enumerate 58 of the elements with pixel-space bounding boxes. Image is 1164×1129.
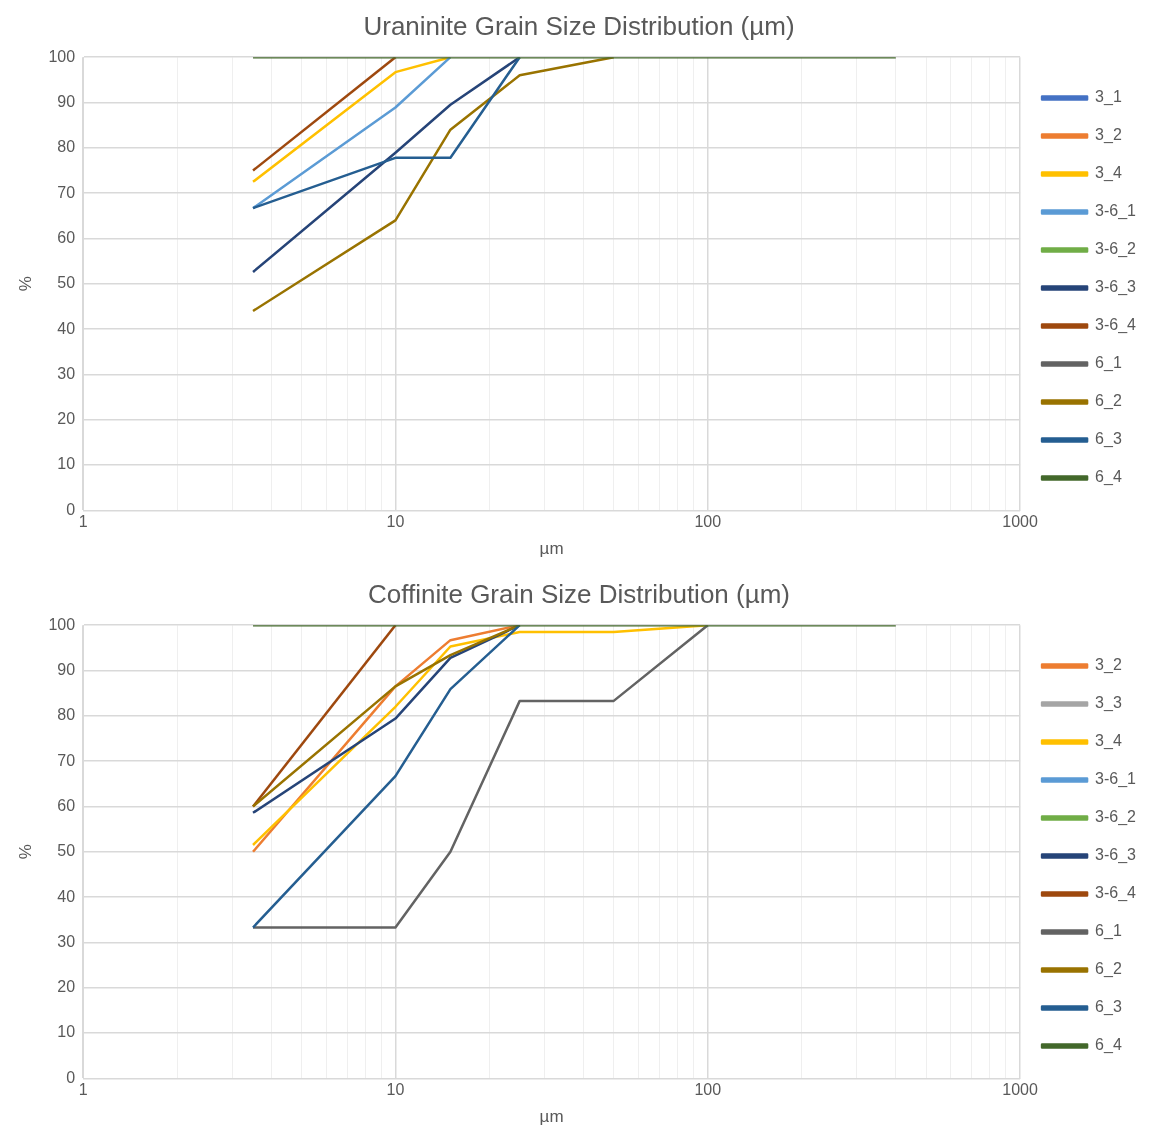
- y-tick-label: 0: [66, 1068, 76, 1086]
- legend-label: 3_2: [1095, 656, 1122, 675]
- y-tick-label: 90: [57, 92, 76, 110]
- chart-title: Uraninite Grain Size Distribution (µm): [363, 10, 795, 41]
- x-tick-label: 1000: [1002, 1081, 1038, 1099]
- legend-label: 3_1: [1095, 88, 1122, 107]
- y-tick-label: 90: [57, 660, 76, 678]
- legend-label: 6_1: [1095, 922, 1122, 941]
- y-tick-label: 80: [57, 138, 76, 156]
- y-tick-label: 60: [57, 796, 76, 814]
- y-tick-label: 10: [57, 1023, 76, 1041]
- legend-label: 6_2: [1095, 960, 1122, 979]
- y-axis-title: %: [15, 276, 35, 292]
- legend-label: 3_3: [1095, 694, 1122, 713]
- legend-label: 3-6_4: [1095, 884, 1137, 903]
- x-tick-label: 10: [386, 513, 405, 531]
- legend-label: 6_3: [1095, 998, 1122, 1017]
- y-tick-label: 30: [57, 932, 76, 950]
- legend-label: 3_4: [1095, 732, 1122, 751]
- x-tick-label: 1: [78, 1081, 88, 1099]
- x-axis-title: µm: [539, 539, 564, 559]
- x-tick-label: 100: [694, 1081, 722, 1099]
- y-tick-label: 100: [48, 47, 76, 65]
- legend-label: 3-6_2: [1095, 808, 1137, 827]
- y-tick-label: 40: [57, 319, 76, 337]
- legend-label: 3-6_1: [1095, 202, 1137, 221]
- legend-label: 3_2: [1095, 126, 1122, 145]
- y-tick-label: 50: [57, 842, 76, 860]
- y-tick-label: 20: [57, 978, 76, 996]
- legend-label: 3-6_3: [1095, 846, 1137, 865]
- y-tick-label: 10: [57, 455, 76, 473]
- legend-label: 6_3: [1095, 430, 1122, 449]
- y-tick-label: 0: [66, 500, 76, 518]
- legend-label: 6_4: [1095, 1036, 1122, 1055]
- x-tick-label: 10: [386, 1081, 405, 1099]
- y-axis-title: %: [15, 844, 35, 860]
- legend-label: 3-6_1: [1095, 770, 1137, 789]
- y-tick-label: 50: [57, 274, 76, 292]
- legend-label: 6_1: [1095, 354, 1122, 373]
- y-tick-label: 60: [57, 228, 76, 246]
- y-tick-label: 100: [48, 615, 76, 633]
- legend-label: 6_2: [1095, 392, 1122, 411]
- x-tick-label: 1: [78, 513, 88, 531]
- chart-title: Coffinite Grain Size Distribution (µm): [368, 578, 790, 609]
- legend-label: 3-6_4: [1095, 316, 1137, 335]
- x-axis-title: µm: [539, 1107, 564, 1127]
- x-tick-label: 100: [694, 513, 722, 531]
- x-tick-label: 1000: [1002, 513, 1038, 531]
- y-tick-label: 70: [57, 183, 76, 201]
- y-tick-label: 40: [57, 887, 76, 905]
- y-tick-label: 70: [57, 751, 76, 769]
- y-tick-label: 80: [57, 706, 76, 724]
- legend-label: 6_4: [1095, 468, 1122, 487]
- y-tick-label: 20: [57, 410, 76, 428]
- legend-label: 3-6_3: [1095, 278, 1137, 297]
- legend-label: 3-6_2: [1095, 240, 1137, 259]
- y-tick-label: 30: [57, 364, 76, 382]
- legend-label: 3_4: [1095, 164, 1122, 183]
